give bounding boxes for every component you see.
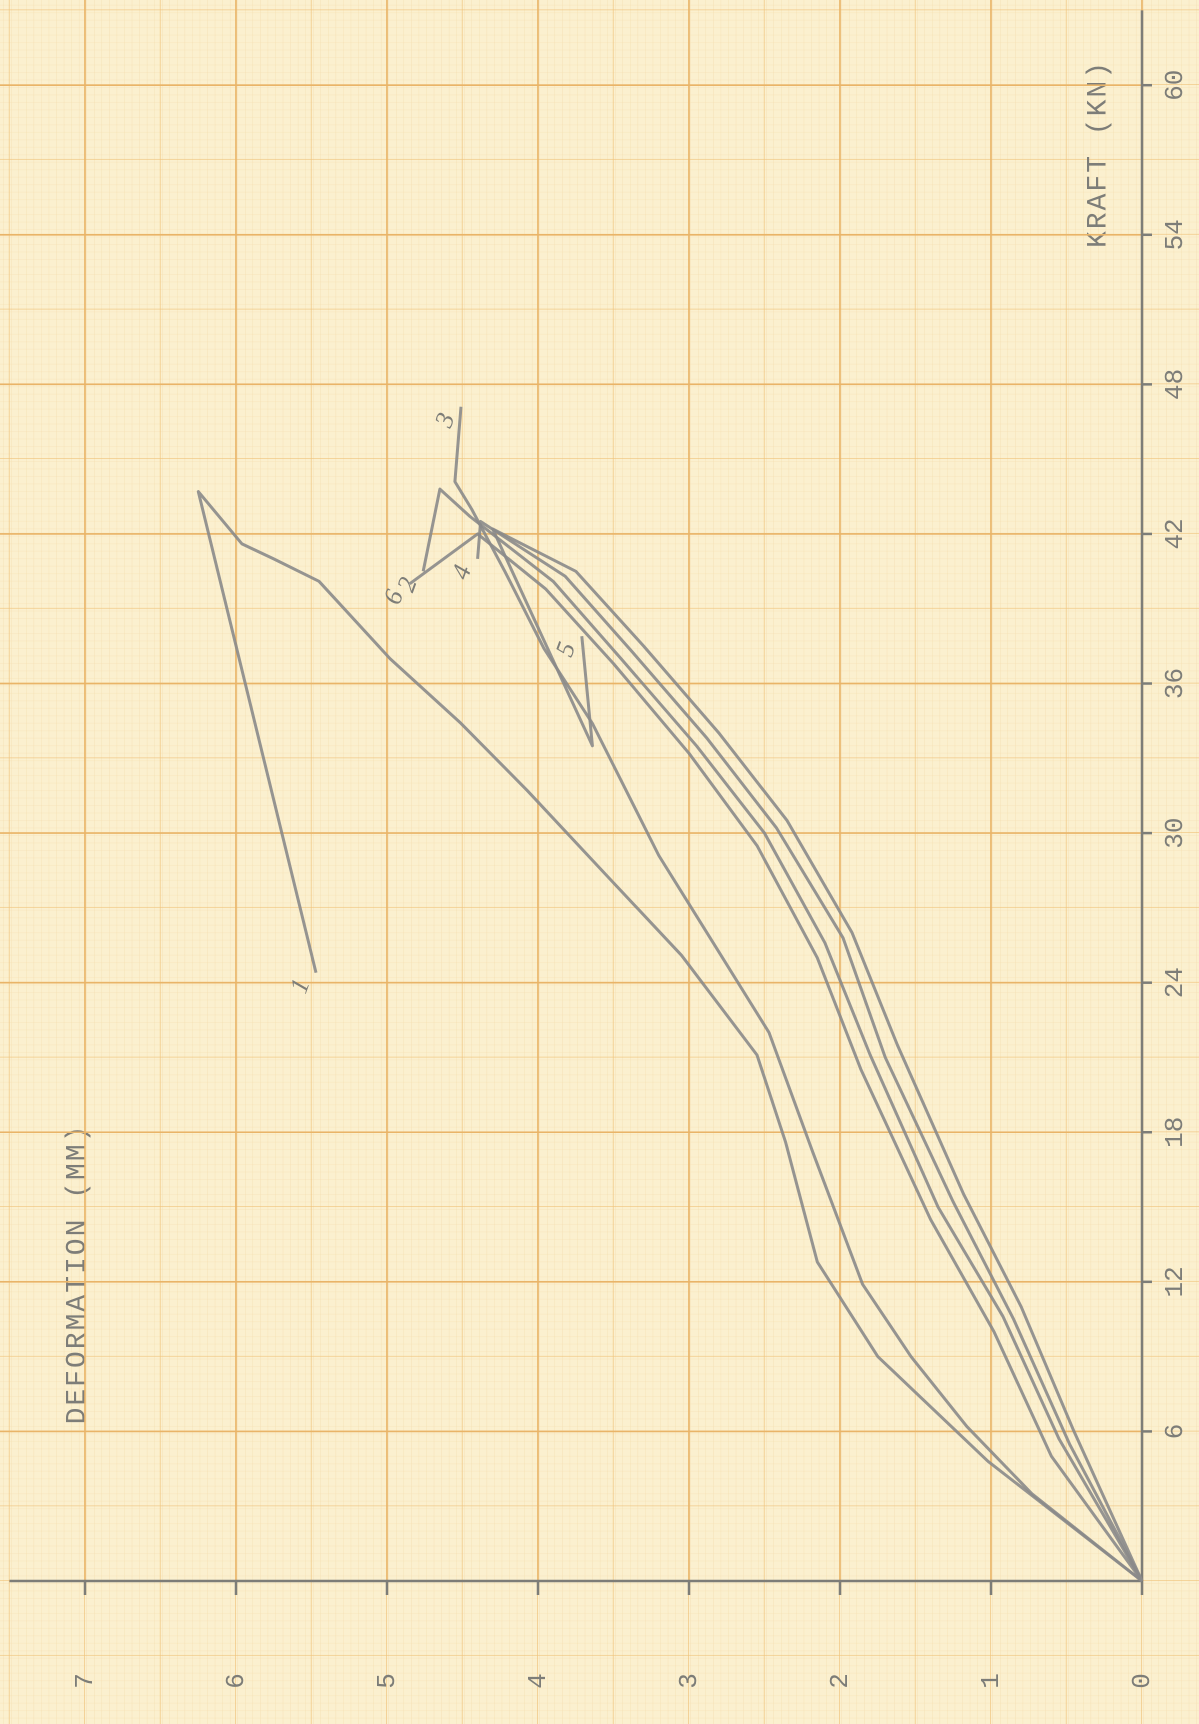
x-axis-label: KRAFT (KN) (1083, 60, 1114, 248)
y-tick-label: 1 (976, 1673, 1006, 1689)
graph-paper (0, 0, 1199, 1724)
y-tick-label: 3 (674, 1673, 704, 1689)
x-tick-label: 18 (1160, 1117, 1190, 1148)
x-tick-label: 54 (1160, 219, 1190, 250)
x-tick-label: 24 (1160, 967, 1190, 998)
y-tick-label: 4 (523, 1673, 553, 1689)
x-tick-label: 36 (1160, 668, 1190, 699)
y-tick-label: 6 (221, 1673, 251, 1689)
x-tick-label: 30 (1160, 817, 1190, 848)
y-axis-label: DEFORMATION (MM) (62, 1124, 93, 1425)
chart: KRAFT (KN) DEFORMATION (MM) 612182430364… (0, 0, 1199, 1724)
x-tick-label: 12 (1160, 1266, 1190, 1297)
y-tick-label: 2 (825, 1673, 855, 1689)
y-tick-label: 0 (1127, 1673, 1157, 1689)
x-tick-label: 42 (1160, 518, 1190, 549)
x-tick-label: 60 (1160, 70, 1190, 101)
x-tick-label: 48 (1160, 369, 1190, 400)
x-tick-label: 6 (1160, 1424, 1190, 1440)
y-tick-label: 7 (70, 1673, 100, 1689)
y-tick-label: 5 (372, 1673, 402, 1689)
